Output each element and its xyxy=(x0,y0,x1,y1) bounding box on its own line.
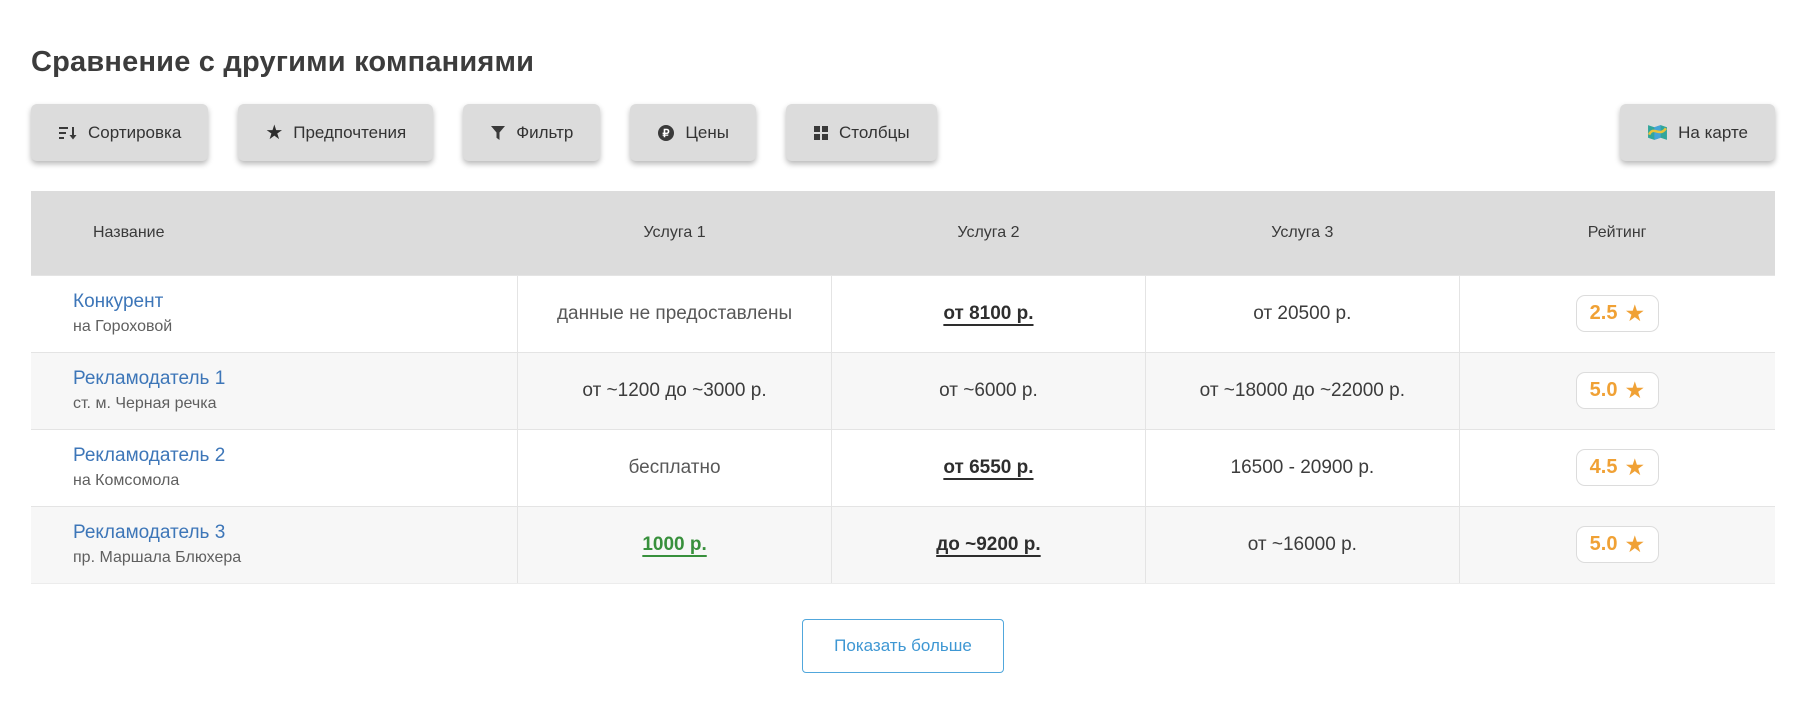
service1-price-link[interactable]: 1000 р. xyxy=(642,533,707,555)
preferences-button-label: Предпочтения xyxy=(293,122,407,142)
header-name: Название xyxy=(31,191,518,275)
header-service1: Услуга 1 xyxy=(517,191,832,275)
rating-star-icon: ★ xyxy=(1624,377,1646,403)
table-header: Название Услуга 1 Услуга 2 Услуга 3 Рейт… xyxy=(31,191,1775,275)
prices-button-label: Цены xyxy=(685,122,729,142)
sort-button[interactable]: Сортировка xyxy=(31,104,209,161)
show-more-button[interactable]: Показать больше xyxy=(802,618,1004,673)
filter-button[interactable]: Фильтр xyxy=(463,104,601,161)
service2-price-link[interactable]: от 8100 р. xyxy=(943,302,1034,324)
company-address: ст. м. Черная речка xyxy=(73,395,217,412)
toolbar: Сортировка ★ Предпочтения Фильтр ₽ Цены xyxy=(31,104,1775,161)
rating-badge: 5.0 ★ xyxy=(1575,372,1660,409)
page-title: Сравнение с другими компаниями xyxy=(31,46,535,78)
columns-grid-icon xyxy=(813,125,829,141)
service1-value: от ~1200 до ~3000 р. xyxy=(582,379,767,401)
company-address: на Комсомола xyxy=(73,472,180,489)
header-service2: Услуга 2 xyxy=(831,191,1146,275)
rating-value: 4.5 xyxy=(1589,456,1618,478)
ruble-icon: ₽ xyxy=(657,124,675,142)
rating-value: 5.0 xyxy=(1589,379,1618,401)
service3-value: от ~18000 до ~22000 р. xyxy=(1199,379,1405,401)
rating-badge: 2.5 ★ xyxy=(1575,295,1660,332)
rating-star-icon: ★ xyxy=(1624,454,1646,480)
company-address: пр. Маршала Блюхера xyxy=(73,549,242,566)
service2-value: от ~6000 р. xyxy=(939,379,1038,401)
service3-value: от ~16000 р. xyxy=(1247,533,1357,555)
service2-price-link[interactable]: до ~9200 р. xyxy=(936,533,1041,555)
service3-value: 16500 - 20900 р. xyxy=(1230,456,1375,478)
rating-badge: 4.5 ★ xyxy=(1575,449,1660,486)
service1-value: бесплатно xyxy=(628,456,721,478)
map-button[interactable]: На карте xyxy=(1620,104,1775,161)
rating-value: 2.5 xyxy=(1589,302,1618,324)
company-link[interactable]: Рекламодатель 3 xyxy=(73,522,226,543)
service3-value: от 20500 р. xyxy=(1253,302,1352,324)
comparison-table: Название Услуга 1 Услуга 2 Услуга 3 Рейт… xyxy=(31,191,1775,584)
filter-icon xyxy=(490,125,506,141)
comparison-page: Сравнение с другими компаниями Сортировк… xyxy=(0,46,1806,709)
rating-value: 5.0 xyxy=(1589,533,1618,555)
table-row: Рекламодатель 2 на Комсомола бесплатно о… xyxy=(31,428,1775,506)
table-row: Конкурент на Гороховой данные не предост… xyxy=(31,274,1775,352)
rating-star-icon: ★ xyxy=(1624,531,1646,557)
header-service3: Услуга 3 xyxy=(1145,191,1460,275)
preferences-button[interactable]: ★ Предпочтения xyxy=(238,104,434,161)
table-row: Рекламодатель 3 пр. Маршала Блюхера 1000… xyxy=(31,505,1775,584)
company-link[interactable]: Конкурент xyxy=(73,291,164,312)
company-address: на Гороховой xyxy=(73,318,173,335)
star-icon: ★ xyxy=(265,121,284,144)
company-link[interactable]: Рекламодатель 2 xyxy=(73,445,226,466)
columns-button[interactable]: Столбцы xyxy=(785,104,937,161)
rating-badge: 5.0 ★ xyxy=(1575,526,1660,563)
rating-star-icon: ★ xyxy=(1624,300,1646,326)
svg-text:₽: ₽ xyxy=(663,128,670,140)
sort-button-label: Сортировка xyxy=(88,122,182,142)
map-button-label: На карте xyxy=(1678,122,1748,142)
map-icon xyxy=(1647,122,1668,143)
columns-button-label: Столбцы xyxy=(838,122,910,142)
company-link[interactable]: Рекламодатель 1 xyxy=(73,368,226,389)
table-row: Рекламодатель 1 ст. м. Черная речка от ~… xyxy=(31,351,1775,429)
service1-value: данные не предоставлены xyxy=(556,302,793,324)
sort-icon xyxy=(58,124,78,142)
service2-price-link[interactable]: от 6550 р. xyxy=(943,456,1034,478)
prices-button[interactable]: ₽ Цены xyxy=(630,104,756,161)
filter-button-label: Фильтр xyxy=(516,122,574,142)
header-rating: Рейтинг xyxy=(1459,191,1775,275)
